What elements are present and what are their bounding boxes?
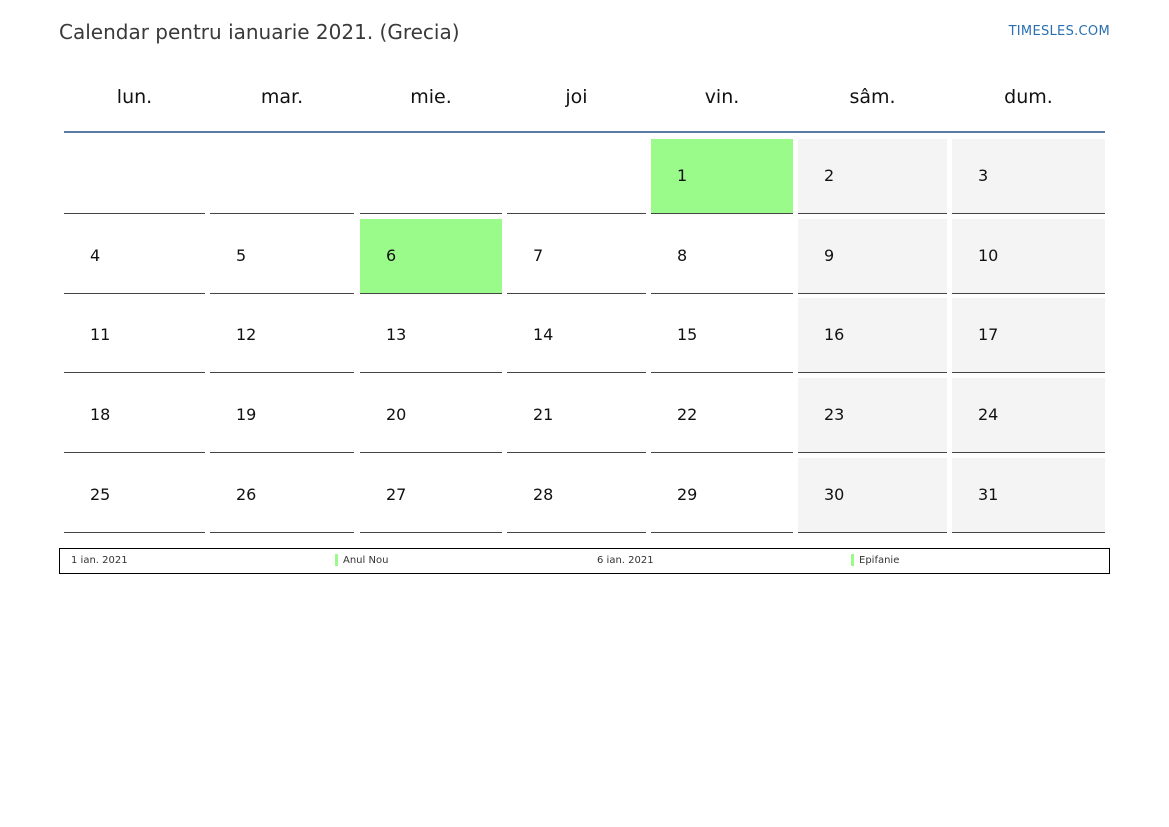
empty-day-cell: [507, 139, 646, 214]
day-number: 21: [533, 405, 554, 424]
weekday-tue: mar.: [260, 86, 304, 108]
day-cell: 27: [360, 458, 502, 533]
day-number: 28: [533, 485, 554, 504]
day-number: 17: [978, 325, 999, 344]
empty-day-cell: [64, 139, 205, 214]
day-cell: 31: [952, 458, 1105, 533]
day-cell: 29: [651, 458, 793, 533]
legend-color-swatch: [335, 554, 338, 566]
holiday-legend: 1 ian. 2021 Anul Nou 6 ian. 2021 Epifani…: [59, 548, 1110, 574]
day-number: 24: [978, 405, 999, 424]
day-cell: 28: [507, 458, 646, 533]
day-cell: 3: [952, 139, 1105, 214]
day-number: 2: [824, 166, 835, 185]
day-cell: 8: [651, 219, 793, 294]
day-cell: 13: [360, 298, 502, 373]
day-cell: 2: [798, 139, 947, 214]
day-number: 19: [236, 405, 257, 424]
day-cell: 12: [210, 298, 354, 373]
day-number: 18: [90, 405, 111, 424]
day-cell: 5: [210, 219, 354, 294]
day-cell: 11: [64, 298, 205, 373]
day-cell: 30: [798, 458, 947, 533]
header-divider: [64, 131, 1105, 133]
day-number: 5: [236, 246, 247, 265]
day-number: 11: [90, 325, 111, 344]
day-cell: 15: [651, 298, 793, 373]
legend-color-swatch: [851, 554, 854, 566]
day-cell: 24: [952, 378, 1105, 453]
day-cell: 6: [360, 219, 502, 294]
empty-day-cell: [210, 139, 354, 214]
brand-link[interactable]: TIMESLES.COM: [1008, 24, 1110, 39]
day-number: 16: [824, 325, 845, 344]
legend-holiday-1: Anul Nou: [343, 555, 389, 566]
day-number: 9: [824, 246, 835, 265]
day-number: 14: [533, 325, 554, 344]
day-number: 6: [386, 246, 397, 265]
day-number: 23: [824, 405, 845, 424]
day-cell: 25: [64, 458, 205, 533]
day-cell: 16: [798, 298, 947, 373]
day-cell: 1: [651, 139, 793, 214]
day-number: 3: [978, 166, 989, 185]
day-number: 13: [386, 325, 407, 344]
day-cell: 17: [952, 298, 1105, 373]
legend-date-1: 1 ian. 2021: [71, 555, 128, 566]
day-number: 30: [824, 485, 845, 504]
day-cell: 19: [210, 378, 354, 453]
day-cell: 9: [798, 219, 947, 294]
day-number: 10: [978, 246, 999, 265]
day-cell: 10: [952, 219, 1105, 294]
day-number: 15: [677, 325, 698, 344]
day-number: 20: [386, 405, 407, 424]
empty-day-cell: [360, 139, 502, 214]
day-cell: 26: [210, 458, 354, 533]
day-number: 7: [533, 246, 544, 265]
day-number: 27: [386, 485, 407, 504]
weekday-sat: sâm.: [849, 86, 896, 108]
day-number: 31: [978, 485, 999, 504]
day-number: 8: [677, 246, 688, 265]
day-number: 26: [236, 485, 257, 504]
weekday-fri: vin.: [704, 86, 740, 108]
day-number: 12: [236, 325, 257, 344]
page-title: Calendar pentru ianuarie 2021. (Grecia): [59, 20, 460, 44]
weekday-mon: lun.: [116, 86, 153, 108]
day-cell: 21: [507, 378, 646, 453]
day-cell: 23: [798, 378, 947, 453]
day-cell: 18: [64, 378, 205, 453]
weekday-wed: mie.: [410, 86, 452, 108]
weekday-sun: dum.: [1004, 86, 1053, 108]
day-number: 29: [677, 485, 698, 504]
day-cell: 7: [507, 219, 646, 294]
legend-holiday-2: Epifanie: [859, 555, 900, 566]
legend-date-2: 6 ian. 2021: [597, 555, 654, 566]
day-number: 22: [677, 405, 698, 424]
day-cell: 4: [64, 219, 205, 294]
day-number: 1: [677, 166, 688, 185]
day-cell: 20: [360, 378, 502, 453]
day-number: 25: [90, 485, 111, 504]
day-number: 4: [90, 246, 101, 265]
day-cell: 22: [651, 378, 793, 453]
day-cell: 14: [507, 298, 646, 373]
weekday-thu: joi: [565, 86, 588, 108]
weekday-header-row: lun. mar. mie. joi vin. sâm. dum.: [64, 86, 1105, 116]
